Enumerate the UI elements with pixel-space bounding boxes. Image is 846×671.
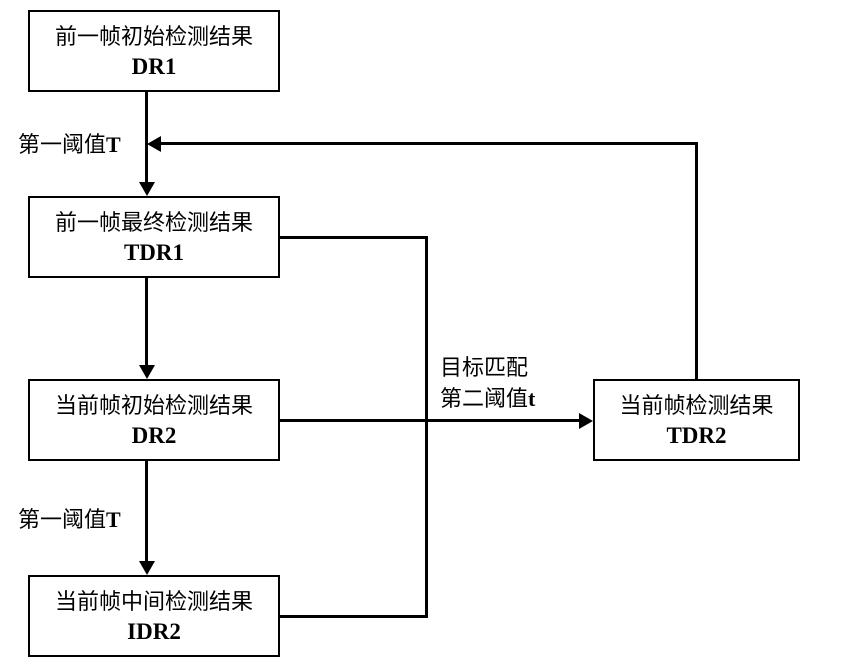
edge-label-threshold1-text: 第一阈值: [18, 132, 106, 157]
edge-label-match: 目标匹配 第二阈值t: [440, 353, 535, 415]
edge-dr2-idr2: [145, 461, 148, 563]
node-tdr1-title: 前一帧最终检测结果: [55, 208, 253, 238]
node-idr2-title: 当前帧中间检测结果: [55, 587, 253, 617]
edge-label-threshold3-text: 第一阈值: [18, 507, 106, 532]
node-tdr1: 前一帧最终检测结果 TDR1: [28, 196, 280, 278]
edge-label-match-line1: 目标匹配: [440, 353, 535, 384]
edge-dr2-merge: [280, 419, 428, 422]
edge-feedback-horizontal: [160, 142, 698, 145]
edge-label-match-bold: t: [528, 386, 535, 411]
edge-merge-vertical: [425, 236, 428, 618]
edge-label-match-prefix: 第二阈值: [440, 386, 528, 411]
arrow-head-icon: [579, 413, 593, 429]
node-tdr2: 当前帧检测结果 TDR2: [593, 379, 800, 461]
node-idr2: 当前帧中间检测结果 IDR2: [28, 575, 280, 657]
node-dr2-title: 当前帧初始检测结果: [55, 391, 253, 421]
edge-label-threshold1-bold: T: [106, 132, 121, 157]
edge-tdr1-merge: [280, 236, 428, 239]
edge-tdr1-dr2: [145, 278, 148, 367]
edge-feedback-vertical: [695, 142, 698, 379]
arrow-head-icon: [139, 182, 155, 196]
node-dr2: 当前帧初始检测结果 DR2: [28, 379, 280, 461]
node-tdr2-title: 当前帧检测结果: [619, 391, 773, 421]
edge-label-match-line2: 第二阈值t: [440, 384, 535, 415]
edge-idr2-merge: [280, 615, 428, 618]
arrow-head-icon: [139, 561, 155, 575]
node-tdr1-code: TDR1: [124, 240, 184, 266]
arrow-head-icon: [139, 365, 155, 379]
arrow-head-icon: [147, 136, 161, 152]
node-dr1-title: 前一帧初始检测结果: [55, 22, 253, 52]
node-dr1: 前一帧初始检测结果 DR1: [28, 10, 280, 92]
edge-label-threshold3-bold: T: [106, 507, 121, 532]
node-idr2-code: IDR2: [127, 619, 181, 645]
edge-merge-tdr2: [425, 419, 580, 422]
node-dr1-code: DR1: [132, 54, 177, 80]
node-tdr2-code: TDR2: [666, 423, 726, 449]
edge-label-threshold3: 第一阈值T: [18, 505, 121, 535]
edge-label-threshold1: 第一阈值T: [18, 130, 121, 160]
node-dr2-code: DR2: [132, 423, 177, 449]
